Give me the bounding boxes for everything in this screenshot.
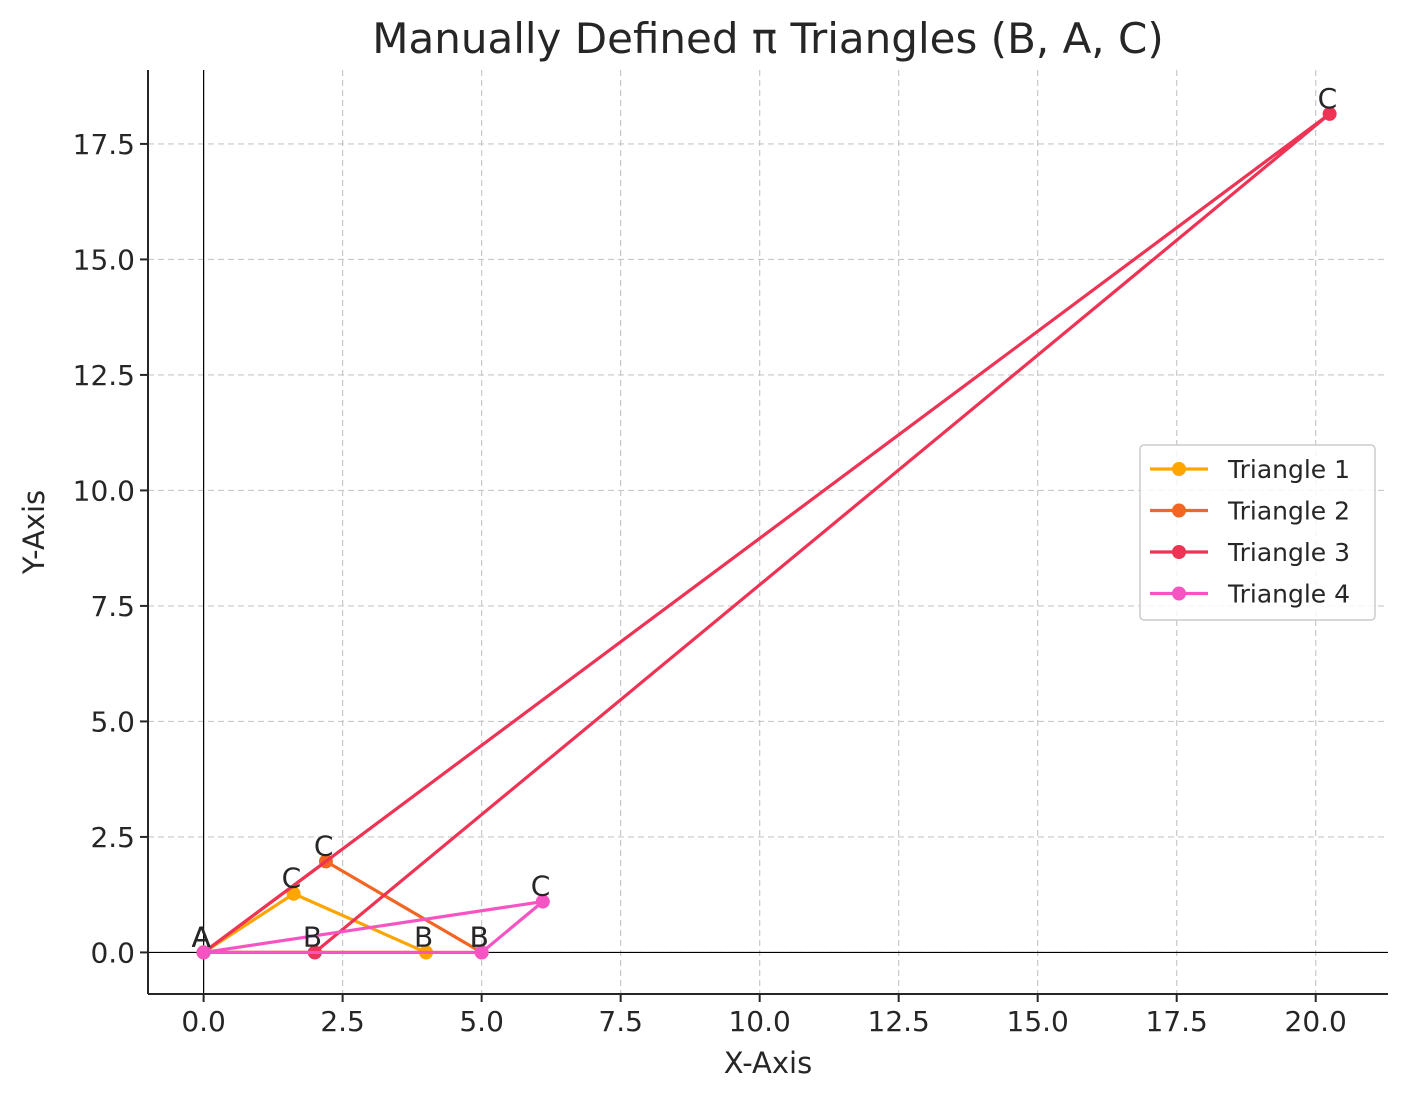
point-label-b: B xyxy=(470,920,489,953)
data-point xyxy=(1322,106,1337,121)
x-tick-label: 0.0 xyxy=(181,1005,226,1038)
chart-title: Manually Defined π Triangles (B, A, C) xyxy=(372,14,1163,63)
data-point xyxy=(196,945,211,960)
x-tick-label: 20.0 xyxy=(1285,1005,1347,1038)
point-label-c: C xyxy=(314,829,334,862)
y-tick-label: 5.0 xyxy=(90,705,135,738)
point-label-a: A xyxy=(192,920,211,953)
point-label-a: A xyxy=(192,920,211,953)
x-tick-label: 7.5 xyxy=(598,1005,643,1038)
legend-box xyxy=(1139,444,1376,621)
point-label-a: A xyxy=(192,920,211,953)
legend-item: Triangle 1 xyxy=(1150,455,1350,484)
legend-swatch-marker xyxy=(1172,503,1186,518)
point-label-c: C xyxy=(531,870,551,903)
legend-swatch-marker xyxy=(1172,545,1186,559)
axes: 0.0 2.5 5.0 7.5 10.0 12.5 15.0 17.5 20.0 0.0 2.5 5.… xyxy=(73,70,1388,1038)
x-tick-label: 17.5 xyxy=(1146,1005,1208,1038)
data-point xyxy=(535,894,550,909)
x-axis-label: X-Axis xyxy=(724,1046,812,1080)
legend-item: Triangle 3 xyxy=(1150,538,1350,567)
x-tick-label: 15.0 xyxy=(1007,1005,1069,1038)
grid-layer xyxy=(148,70,1388,994)
legend-item: Triangle 2 xyxy=(1150,497,1350,526)
series-layer xyxy=(196,106,1337,960)
y-tick-label: 10.0 xyxy=(73,474,135,507)
point-label-b: B xyxy=(303,920,322,953)
legend-swatch-marker xyxy=(1172,462,1186,476)
x-tick-label: 5.0 xyxy=(459,1005,504,1038)
point-label-a: A xyxy=(192,920,211,953)
legend-label: Triangle 4 xyxy=(1227,580,1350,609)
point-label-b: B xyxy=(414,920,433,953)
y-tick-label: 2.5 xyxy=(90,821,135,854)
y-tick-label: 12.5 xyxy=(73,359,135,392)
y-tick-label: 17.5 xyxy=(73,128,135,161)
point-label-c: C xyxy=(282,862,302,895)
point-label-c: C xyxy=(1318,82,1338,115)
legend-swatch-marker xyxy=(1172,586,1186,601)
data-point xyxy=(286,886,301,901)
legend-label: Triangle 3 xyxy=(1227,538,1350,567)
y-tick-label: 0.0 xyxy=(90,936,135,969)
x-tick-label: 10.0 xyxy=(728,1005,790,1038)
x-tick-label: 2.5 xyxy=(320,1005,365,1038)
y-axis-label: Y-Axis xyxy=(17,490,51,575)
legend-item: Triangle 4 xyxy=(1150,580,1350,609)
point-label-b: B xyxy=(470,920,489,953)
y-tick-label: 7.5 xyxy=(90,590,135,623)
legend-label: Triangle 1 xyxy=(1227,455,1350,484)
x-tick-label: 12.5 xyxy=(868,1005,930,1038)
legend: Triangle 1 Triangle 2 Triangle 3 Triangle 4 xyxy=(1139,444,1376,621)
legend-label: Triangle 2 xyxy=(1227,497,1350,526)
series-line xyxy=(202,899,545,955)
data-point xyxy=(474,945,489,960)
series-triangle-4 xyxy=(196,894,550,960)
y-tick-label: 15.0 xyxy=(73,243,135,276)
